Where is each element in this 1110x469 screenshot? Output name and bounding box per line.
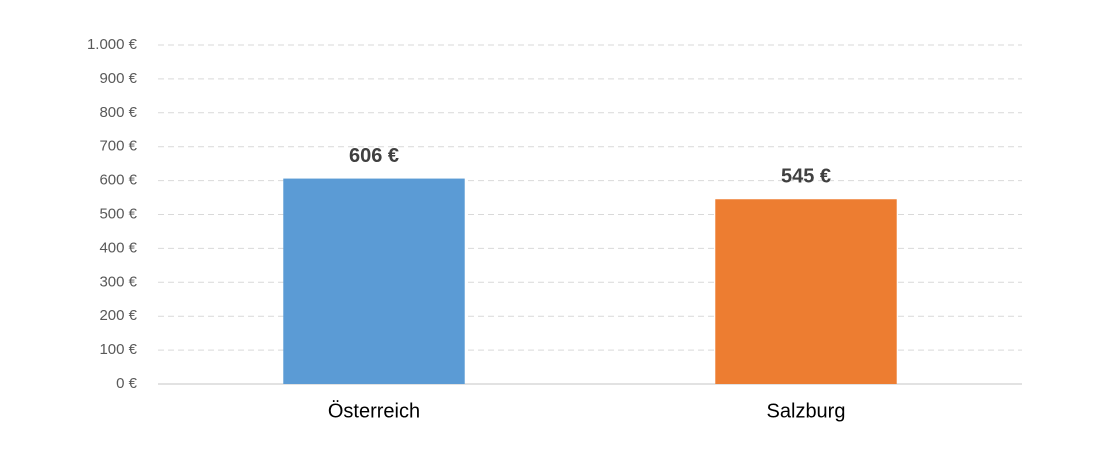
y-tick-label: 200 € xyxy=(99,307,137,324)
x-tick-label: Österreich xyxy=(328,400,420,422)
y-tick-label: 900 € xyxy=(99,70,137,87)
bar xyxy=(715,199,897,384)
y-tick-label: 800 € xyxy=(99,104,137,121)
y-tick-label: 500 € xyxy=(99,205,137,222)
y-tick-label: 700 € xyxy=(99,138,137,155)
value-label: 606 € xyxy=(349,145,399,167)
y-tick-label: 300 € xyxy=(99,273,137,290)
value-label: 545 € xyxy=(781,166,831,188)
y-tick-label: 1.000 € xyxy=(87,36,138,53)
y-tick-label: 0 € xyxy=(116,375,138,392)
x-tick-label: Salzburg xyxy=(767,400,846,422)
y-tick-label: 400 € xyxy=(99,239,137,256)
y-tick-label: 100 € xyxy=(99,341,137,358)
y-tick-label: 600 € xyxy=(99,172,137,189)
bar xyxy=(283,178,465,384)
